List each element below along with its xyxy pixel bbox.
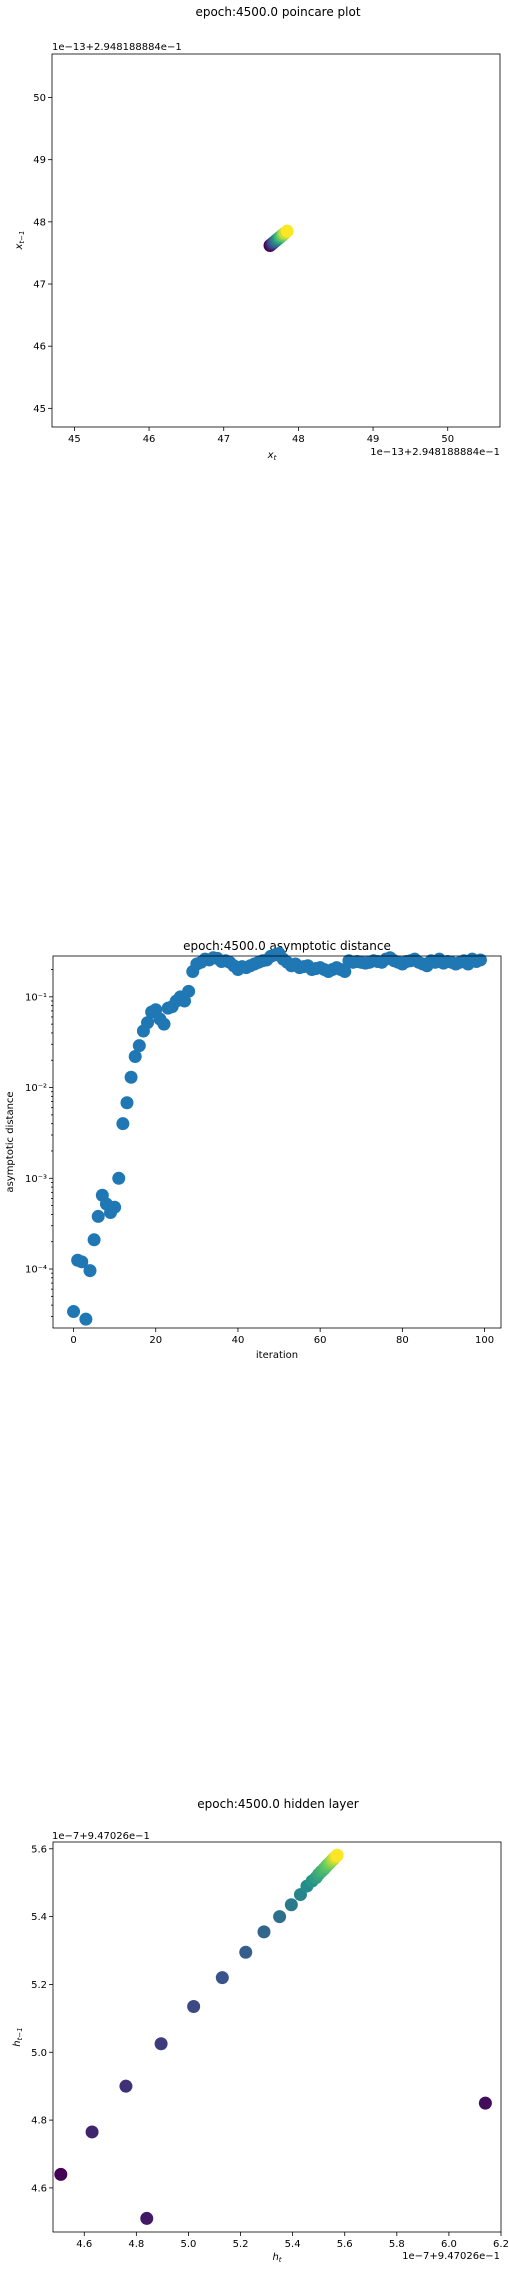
scatter-point bbox=[280, 224, 294, 238]
scatter-point bbox=[154, 2037, 168, 2051]
y-tick-label: 5.4 bbox=[31, 1912, 47, 1923]
scatter-point bbox=[108, 1200, 122, 1214]
y-offset-label: 1e−7+9.47026e−1 bbox=[52, 1831, 150, 1842]
scatter-point bbox=[87, 1233, 101, 1247]
scatter-point bbox=[338, 965, 352, 979]
poincare-chart-svg: epoch:4500.0 poincare plot 1e−13+2.94818… bbox=[14, 5, 501, 462]
scatter-point bbox=[284, 1898, 298, 1912]
x-tick-label: 80 bbox=[396, 1335, 409, 1346]
scatter-point bbox=[124, 1070, 138, 1084]
x-tick-label: 5.2 bbox=[233, 2239, 249, 2250]
x-tick-label: 47 bbox=[217, 434, 230, 445]
x-tick-label: 5.0 bbox=[180, 2239, 196, 2250]
y-axis-label: xt−1 bbox=[14, 231, 26, 251]
y-tick-label: 10⁻¹ bbox=[25, 992, 47, 1003]
axes-frame bbox=[52, 1841, 502, 2233]
y-tick-label: 10⁻⁴ bbox=[25, 1265, 47, 1276]
x-tick-label: 40 bbox=[232, 1335, 245, 1346]
x-axis-label: ht bbox=[272, 2252, 281, 2264]
axes-frame bbox=[52, 955, 502, 1329]
x-tick-label: 5.8 bbox=[389, 2239, 405, 2250]
chart-title: epoch:4500.0 hidden layer bbox=[197, 1797, 359, 1811]
chart-title: epoch:4500.0 asymptotic distance bbox=[183, 939, 391, 953]
x-tick-label: 60 bbox=[314, 1335, 327, 1346]
x-tick-label: 100 bbox=[475, 1335, 494, 1346]
scatter-point bbox=[128, 1049, 142, 1063]
x-tick-label: 6.0 bbox=[441, 2239, 457, 2250]
y-axis-label: asymptotic distance bbox=[5, 1091, 16, 1192]
poincare-chart: epoch:4500.0 poincare plot 1e−13+2.94818… bbox=[0, 0, 509, 480]
y-tick-label: 50 bbox=[33, 93, 46, 104]
y-offset-label: 1e−13+2.948188884e−1 bbox=[52, 42, 182, 53]
scatter-point bbox=[79, 1312, 93, 1326]
y-tick-label: 46 bbox=[33, 342, 46, 353]
plot-area: 0 20 40 60 80 100 10⁻⁴ 10⁻³ 10⁻² 10⁻¹ bbox=[25, 947, 502, 1346]
plot-area: 4.6 4.8 5.0 5.2 5.4 5.6 5.8 6.0 6.2 4.6 4.8 5.0 5.2 5… bbox=[31, 1841, 509, 2250]
scatter-point bbox=[140, 2211, 154, 2225]
x-tick-label: 5.6 bbox=[337, 2239, 353, 2250]
axes-frame bbox=[51, 53, 501, 428]
x-tick-label: 20 bbox=[149, 1335, 162, 1346]
scatter-point bbox=[330, 1848, 344, 1862]
scatter-point bbox=[54, 2167, 68, 2181]
scatter-point bbox=[83, 1264, 97, 1278]
y-tick-label: 10⁻³ bbox=[25, 1174, 47, 1185]
x-tick-label: 5.4 bbox=[285, 2239, 301, 2250]
asymptotic-distance-chart: epoch:4500.0 asymptotic distance 0 20 40 60… bbox=[0, 930, 509, 1390]
scatter-point bbox=[119, 2079, 133, 2093]
y-tick-label: 48 bbox=[33, 217, 46, 228]
scatter-point bbox=[473, 953, 487, 967]
scatter-point bbox=[112, 1171, 126, 1185]
y-tick-label: 10⁻² bbox=[25, 1083, 47, 1094]
hidden-layer-chart-svg: epoch:4500.0 hidden layer 1e−7+9.47026e−… bbox=[12, 1797, 509, 2264]
x-tick-label: 49 bbox=[367, 434, 380, 445]
y-tick-label: 5.0 bbox=[31, 2048, 47, 2059]
scatter-point bbox=[478, 2096, 492, 2110]
scatter-point bbox=[141, 1016, 155, 1030]
scatter-point bbox=[75, 1255, 89, 1269]
scatter-point bbox=[273, 1910, 287, 1924]
x-tick-label: 0 bbox=[70, 1335, 76, 1346]
x-offset-label: 1e−7+9.47026e−1 bbox=[402, 2251, 500, 2262]
y-tick-label: 49 bbox=[33, 155, 46, 166]
x-tick-label: 4.8 bbox=[128, 2239, 144, 2250]
scatter-point bbox=[85, 2125, 99, 2139]
y-tick-label: 47 bbox=[33, 280, 46, 291]
y-tick-label: 4.8 bbox=[31, 2116, 47, 2127]
scatter-point bbox=[157, 1017, 171, 1031]
asymptotic-distance-chart-svg: epoch:4500.0 asymptotic distance 0 20 40 60… bbox=[5, 939, 502, 1361]
x-tick-label: 50 bbox=[441, 434, 454, 445]
plot-area: 45 46 47 48 49 50 45 46 47 48 49 50 bbox=[33, 53, 501, 445]
x-tick-label: 4.6 bbox=[76, 2239, 92, 2250]
x-axis-label: xt bbox=[267, 450, 277, 462]
x-offset-label: 1e−13+2.948188884e−1 bbox=[370, 447, 500, 458]
x-axis-label: iteration bbox=[256, 1350, 298, 1361]
x-tick-label: 6.2 bbox=[493, 2239, 509, 2250]
x-tick-label: 48 bbox=[292, 434, 305, 445]
y-tick-label: 45 bbox=[33, 404, 46, 415]
scatter-point bbox=[215, 1971, 229, 1985]
hidden-layer-chart: epoch:4500.0 hidden layer 1e−7+9.47026e−… bbox=[0, 1790, 509, 2269]
scatter-point bbox=[91, 1209, 105, 1223]
scatter-point bbox=[187, 1999, 201, 2013]
x-tick-label: 45 bbox=[68, 434, 81, 445]
x-tick-label: 46 bbox=[143, 434, 156, 445]
scatter-point bbox=[239, 1945, 253, 1959]
y-tick-label: 5.6 bbox=[31, 1844, 47, 1855]
y-tick-label: 4.6 bbox=[31, 2183, 47, 2194]
y-tick-label: 5.2 bbox=[31, 1980, 47, 1991]
scatter-point bbox=[182, 984, 196, 998]
chart-title: epoch:4500.0 poincare plot bbox=[195, 5, 360, 19]
scatter-point bbox=[67, 1305, 81, 1319]
scatter-point bbox=[120, 1096, 134, 1110]
scatter-point bbox=[257, 1925, 271, 1939]
scatter-point bbox=[132, 1039, 146, 1053]
y-axis-label: ht−1 bbox=[12, 2027, 24, 2046]
scatter-point bbox=[116, 1117, 130, 1131]
